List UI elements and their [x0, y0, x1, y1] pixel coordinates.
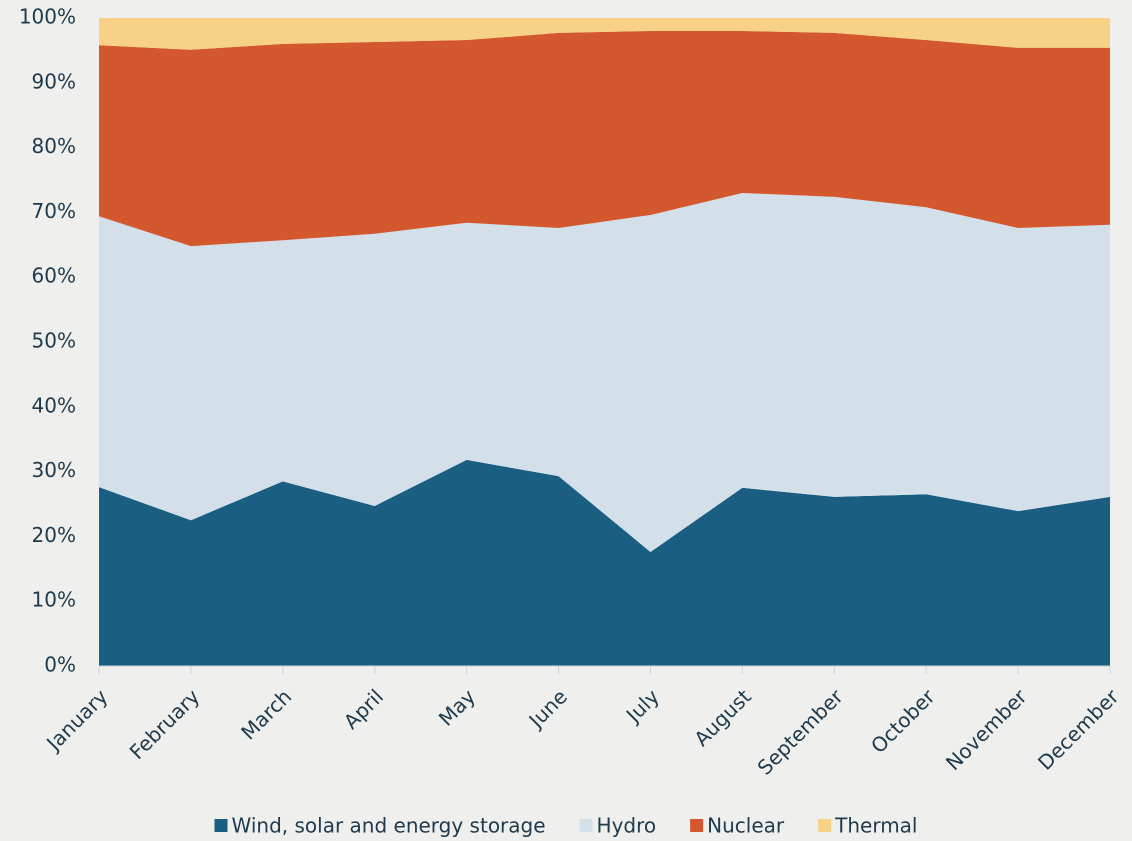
- legend-swatch: [579, 819, 593, 832]
- x-tick-label: March: [236, 684, 296, 744]
- legend-swatch: [818, 819, 832, 832]
- legend-swatch: [690, 819, 704, 832]
- y-tick-label: 60%: [32, 264, 76, 288]
- x-tick-label: September: [753, 684, 849, 780]
- area: [99, 30, 1110, 247]
- y-tick-label: 80%: [32, 134, 76, 158]
- area: [99, 18, 1110, 50]
- y-tick-label: 70%: [32, 199, 76, 223]
- x-tick-label: May: [434, 684, 480, 730]
- y-tick-label: 40%: [32, 393, 76, 417]
- y-tick-label: 50%: [32, 329, 76, 353]
- x-tick-label: July: [620, 684, 664, 728]
- y-tick-label: 30%: [32, 458, 76, 482]
- y-tick-label: 0%: [44, 653, 76, 677]
- y-tick-label: 20%: [32, 523, 76, 547]
- x-tick-label: January: [40, 684, 112, 756]
- area: [99, 459, 1110, 666]
- x-tick-label: February: [125, 684, 205, 764]
- legend-label: Thermal: [834, 814, 917, 838]
- legend-label: Hydro: [597, 814, 657, 838]
- x-tick-label: October: [866, 684, 940, 758]
- y-tick-label: 10%: [32, 588, 76, 612]
- x-tick-label: August: [689, 684, 756, 751]
- x-tick-label: April: [339, 684, 388, 733]
- legend-swatch: [214, 819, 228, 832]
- y-tick-label: 90%: [32, 69, 76, 93]
- x-tick-label: December: [1033, 684, 1124, 775]
- y-tick-label: 100%: [19, 5, 76, 29]
- x-tick-label: June: [523, 684, 572, 733]
- legend-label: Wind, solar and energy storage: [232, 814, 546, 838]
- legend: Wind, solar and energy storage Hydro Nucle…: [214, 814, 918, 838]
- x-tick-label: November: [941, 684, 1032, 775]
- area: [99, 192, 1110, 552]
- legend-label: Nuclear: [707, 814, 785, 838]
